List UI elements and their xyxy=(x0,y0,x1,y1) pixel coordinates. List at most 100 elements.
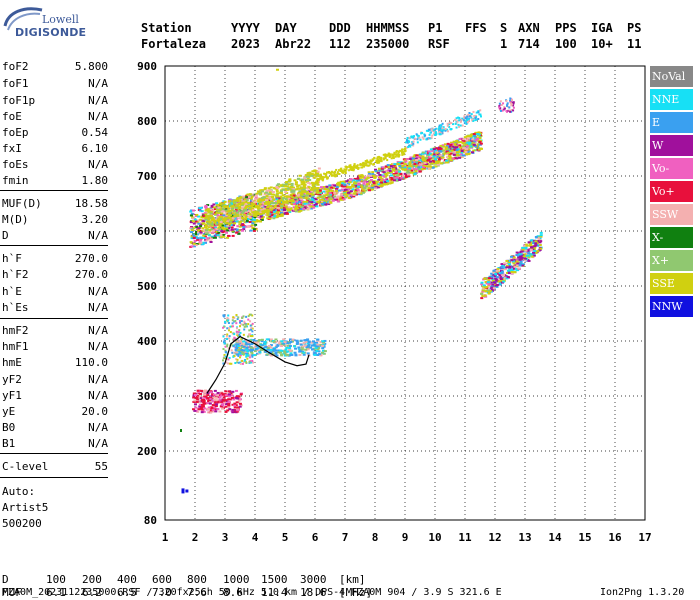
echo-point xyxy=(302,186,306,189)
echo-point xyxy=(499,276,503,279)
echo-point xyxy=(323,188,327,191)
echo-point xyxy=(478,143,482,146)
echo-point xyxy=(355,179,359,182)
echo-point xyxy=(423,152,427,155)
legend-item-noval: NoVal xyxy=(650,66,693,87)
echo-point xyxy=(480,297,484,300)
echo-point xyxy=(203,212,207,215)
echo-point xyxy=(323,201,327,204)
echo-point xyxy=(513,259,517,262)
echo-point xyxy=(293,198,297,201)
echo-point xyxy=(197,394,201,397)
echo-point xyxy=(282,197,286,200)
echo-point xyxy=(456,152,460,155)
echo-point xyxy=(327,195,331,198)
echo-point xyxy=(235,228,239,231)
echo-point xyxy=(298,204,302,207)
echo-point xyxy=(463,139,467,142)
echo-point xyxy=(284,198,288,201)
echo-point xyxy=(510,104,513,107)
echo-point xyxy=(244,348,248,351)
echo-point xyxy=(241,206,245,209)
echo-point xyxy=(306,181,310,184)
echo-point xyxy=(330,173,333,176)
echo-point xyxy=(397,150,400,153)
echo-point xyxy=(332,174,335,177)
echo-point xyxy=(469,145,473,148)
echo-point xyxy=(223,342,226,345)
echo-point xyxy=(227,318,230,321)
echo-point xyxy=(225,400,229,403)
echo-point xyxy=(216,394,220,397)
echo-point xyxy=(419,138,422,141)
echo-point xyxy=(308,182,312,185)
echo-point xyxy=(248,193,252,196)
echo-point xyxy=(380,181,384,184)
echo-point xyxy=(392,157,395,160)
muf-row: MUF 6.1 6.2 6.5 7.0 7.6 8.6 11.4 18.6 [MHz] xyxy=(2,573,372,599)
echo-point xyxy=(285,199,289,202)
echo-point xyxy=(497,280,501,283)
echo-point xyxy=(252,228,256,231)
echo-point xyxy=(317,353,321,356)
echo-point xyxy=(307,343,311,346)
echo-point xyxy=(233,404,237,407)
echo-point xyxy=(213,218,217,221)
echo-point xyxy=(261,209,265,212)
echo-point xyxy=(294,354,298,357)
echo-point xyxy=(488,289,492,292)
echo-point xyxy=(255,205,259,208)
echo-point xyxy=(202,396,206,399)
echo-point xyxy=(288,344,292,347)
echo-point xyxy=(329,196,333,199)
echo-point xyxy=(306,347,310,350)
echo-point xyxy=(219,235,223,238)
muf-value: 18.6 xyxy=(300,586,327,599)
echo-point xyxy=(263,340,267,343)
echo-point xyxy=(339,193,343,196)
echo-point xyxy=(405,158,409,161)
echo-point xyxy=(342,188,346,191)
echo-point xyxy=(316,353,320,356)
echo-point xyxy=(302,193,306,196)
echo-point xyxy=(328,189,332,192)
echo-point xyxy=(473,145,477,148)
echo-point xyxy=(211,230,215,233)
echo-point xyxy=(340,188,344,191)
echo-point xyxy=(336,171,339,174)
param-fof1: foF1 N/A xyxy=(2,77,108,92)
echo-point xyxy=(204,229,208,232)
echo-point xyxy=(267,196,271,199)
echo-point xyxy=(492,271,496,274)
echo-point xyxy=(232,345,235,348)
echo-point xyxy=(515,260,519,263)
echo-point xyxy=(362,182,366,185)
echo-point xyxy=(531,248,535,251)
header-row1-cell: Station xyxy=(141,21,192,35)
echo-point xyxy=(276,343,280,346)
echo-point xyxy=(254,201,258,204)
echo-point xyxy=(288,349,292,352)
echo-point xyxy=(407,141,410,144)
echo-point xyxy=(424,150,428,153)
echo-point xyxy=(361,191,365,194)
echo-point xyxy=(202,234,206,237)
echo-point xyxy=(455,151,459,154)
legend-item-sse: SSE xyxy=(650,273,693,294)
echo-point xyxy=(353,181,357,184)
echo-point xyxy=(215,211,219,214)
param-foep: foEp 0.54 xyxy=(2,126,108,141)
echo-point xyxy=(310,188,314,191)
echo-point xyxy=(438,147,442,150)
echo-point xyxy=(367,174,371,177)
echo-point xyxy=(456,153,460,156)
echo-point xyxy=(304,196,308,199)
echo-point xyxy=(199,223,203,226)
echo-point xyxy=(238,225,242,228)
echo-point xyxy=(418,153,422,156)
echo-point xyxy=(236,409,240,412)
echo-point xyxy=(306,342,310,345)
echo-point xyxy=(202,236,206,239)
echo-point xyxy=(307,203,311,206)
echo-point xyxy=(302,190,306,193)
